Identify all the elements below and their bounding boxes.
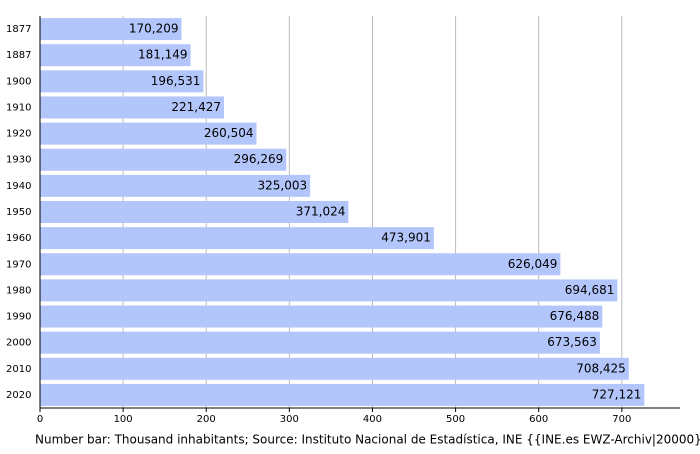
value-label: 676,488 [550, 309, 600, 323]
y-tick-label: 1910 [6, 102, 31, 113]
y-tick-label: 2020 [6, 390, 31, 401]
x-tick-label: 500 [446, 414, 465, 425]
bar [40, 148, 287, 171]
bar [40, 305, 603, 328]
bar [40, 383, 645, 406]
caption: Number bar: Thousand inhabitants; Source… [35, 433, 700, 447]
bar [40, 18, 182, 41]
y-tick-label: 1960 [6, 233, 31, 244]
bar [40, 122, 257, 145]
x-tick-label: 600 [529, 414, 548, 425]
y-tick-label: 1980 [6, 285, 31, 296]
value-label: 673,563 [547, 335, 597, 349]
y-tick-label: 1887 [6, 50, 31, 61]
x-tick-label: 400 [363, 414, 382, 425]
y-tick-label: 1990 [6, 312, 31, 323]
y-tick-label: 1950 [6, 207, 31, 218]
y-tick-label: 1930 [6, 155, 31, 166]
value-label: 181,149 [138, 48, 188, 62]
value-label: 473,901 [381, 231, 431, 245]
bar [40, 96, 225, 119]
x-tick-label: 100 [114, 414, 133, 425]
bar [40, 357, 629, 380]
x-tick-label: 300 [280, 414, 299, 425]
bar [40, 70, 204, 93]
value-label: 626,049 [508, 257, 558, 271]
bar [40, 253, 561, 276]
value-label: 296,269 [234, 152, 284, 166]
y-tick-label: 2000 [6, 338, 31, 349]
bar [40, 331, 600, 354]
y-tick-label: 1900 [6, 76, 31, 87]
value-label: 694,681 [565, 283, 615, 297]
x-tick-label: 200 [197, 414, 216, 425]
value-label: 371,024 [296, 205, 346, 219]
value-label: 260,504 [204, 126, 254, 140]
y-tick-label: 1920 [6, 129, 31, 140]
bar [40, 201, 349, 223]
value-label: 708,425 [576, 361, 626, 375]
bar [40, 44, 191, 67]
value-label: 170,209 [129, 22, 179, 36]
y-tick-label: 1940 [6, 181, 31, 192]
y-tick-label: 1877 [6, 24, 31, 35]
bar [40, 227, 434, 250]
value-label: 727,121 [592, 387, 642, 401]
bar [40, 174, 311, 197]
x-tick-label: 700 [612, 414, 631, 425]
y-tick-label: 2010 [6, 364, 31, 375]
value-label: 196,531 [151, 74, 201, 88]
y-tick-label: 1970 [6, 259, 31, 270]
bar [40, 279, 618, 302]
value-label: 221,427 [171, 100, 221, 114]
x-tick-label: 0 [37, 414, 43, 425]
value-label: 325,003 [258, 178, 308, 192]
